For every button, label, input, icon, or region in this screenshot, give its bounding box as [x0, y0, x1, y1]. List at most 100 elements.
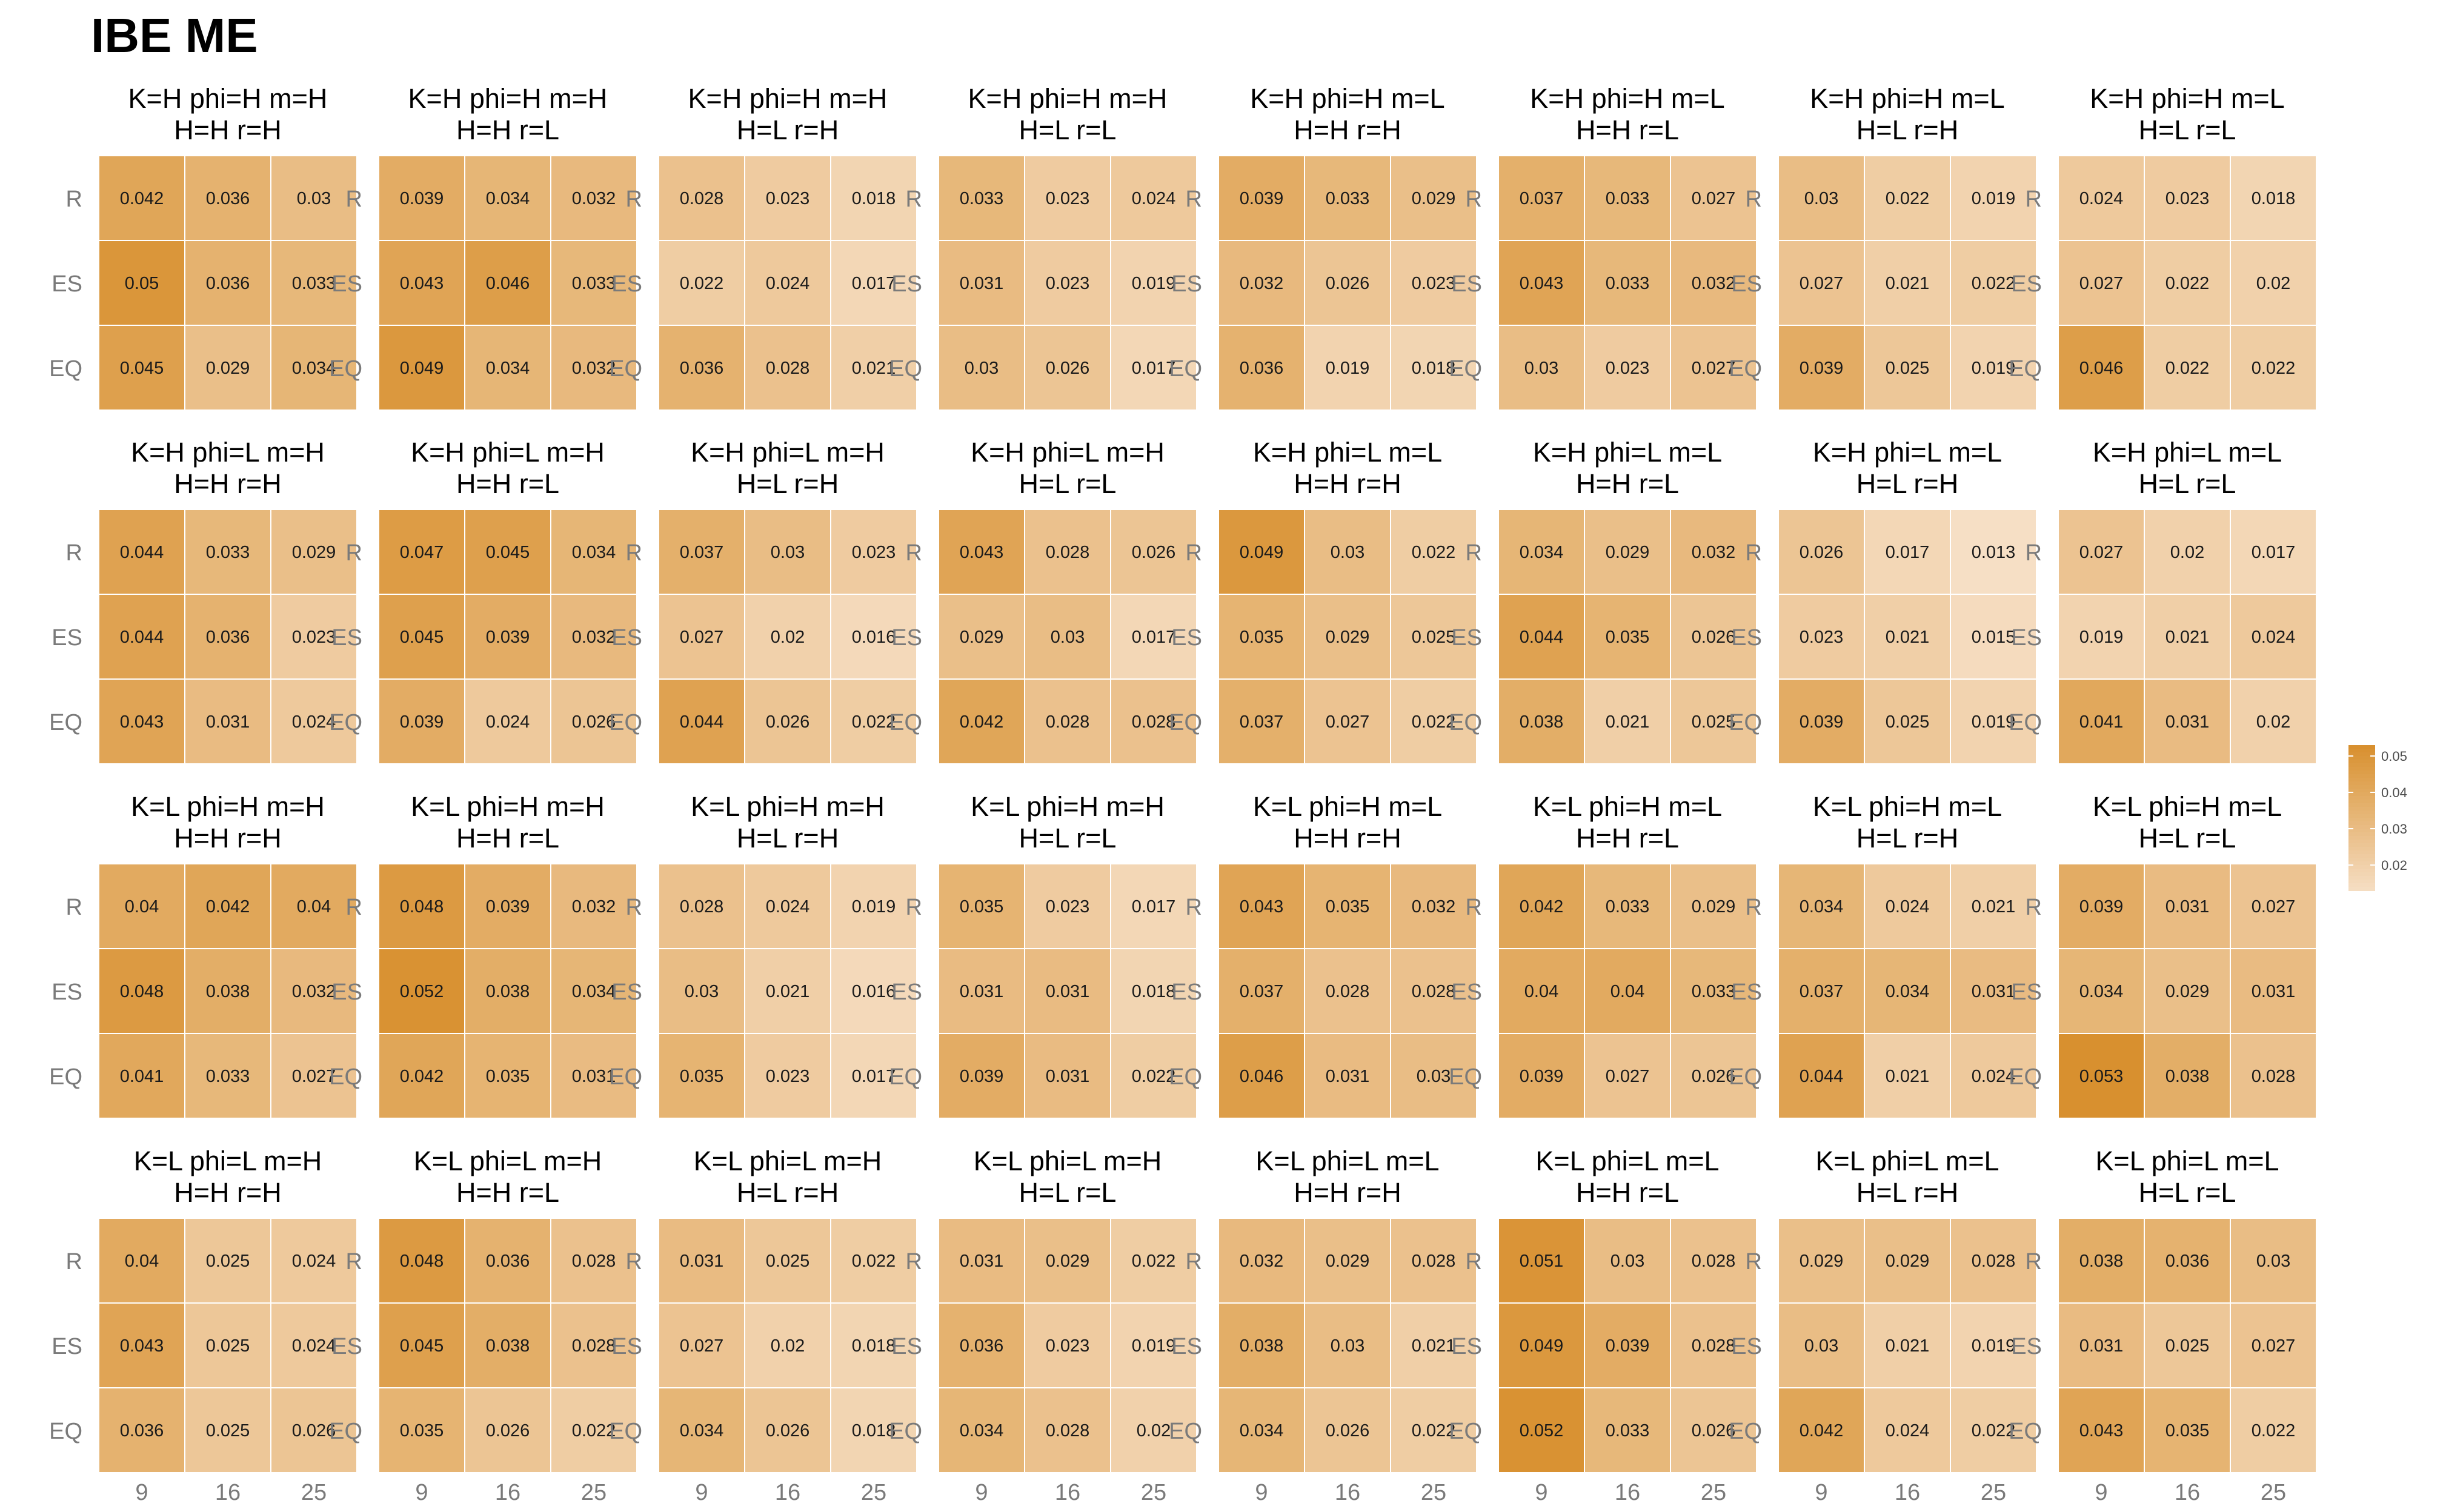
x-axis-tick-label: 16 [1055, 1480, 1080, 1505]
panel-title-line1: K=L phi=L m=H [414, 1146, 602, 1176]
heatmap-tile [551, 1219, 636, 1302]
heatmap-tile [939, 1219, 1024, 1302]
panel-title-line2: H=L r=H [1856, 823, 1958, 854]
tile-value-label: 0.03 [771, 543, 805, 562]
tile-value-label: 0.039 [1606, 1336, 1650, 1356]
panel-title-line2: H=H r=L [456, 823, 559, 854]
tile-value-label: 0.043 [1520, 274, 1564, 293]
y-axis-tick-label: R [626, 1249, 642, 1275]
heatmap-tile [465, 156, 550, 240]
tile-value-label: 0.033 [1606, 274, 1650, 293]
heatmap-tile [379, 326, 464, 409]
tile-value-label: 0.028 [1132, 712, 1176, 732]
tile-value-label: 0.038 [206, 982, 250, 1001]
legend-tick-label: 0.03 [2381, 821, 2407, 837]
tile-value-label: 0.027 [680, 628, 724, 647]
heatmap-panel: K=L phi=L m=HH=H r=L 0.048 0.036 0.028 0.045… [329, 1146, 636, 1505]
tile-value-label: 0.049 [400, 359, 444, 378]
panel-title-line1: K=L phi=L m=L [2095, 1146, 2279, 1176]
heatmap-tile [379, 1304, 464, 1387]
tile-value-label: 0.021 [1606, 712, 1650, 732]
tile-value-label: 0.022 [1972, 274, 2016, 293]
heatmap-tile [185, 241, 270, 325]
heatmap-tile [1305, 1304, 1390, 1387]
heatmap-tile [271, 949, 356, 1033]
heatmap-tile [2231, 949, 2316, 1033]
heatmap-tile [1391, 864, 1476, 948]
heatmap-tile [185, 1388, 270, 1472]
tile-value-label: 0.027 [680, 1336, 724, 1356]
y-axis-tick-label: EQ [1729, 1064, 1762, 1090]
heatmap-tile [1585, 241, 1670, 325]
heatmap-tile [1585, 1034, 1670, 1118]
heatmap-tile [185, 1034, 270, 1118]
tile-value-label: 0.044 [120, 628, 164, 647]
y-axis-tick-label: EQ [1449, 1064, 1482, 1090]
tile-value-label: 0.026 [1800, 543, 1844, 562]
panel-title-line1: K=L phi=L m=L [1255, 1146, 1439, 1176]
heatmap-panel: K=H phi=H m=HH=H r=L 0.039 0.034 0.032 0.043… [329, 83, 636, 409]
heatmap-tile [1499, 864, 1584, 948]
x-axis-tick-label: 25 [581, 1480, 607, 1505]
heatmap-tile [939, 949, 1024, 1033]
y-axis-tick-label: ES [331, 271, 362, 297]
heatmap-panel: K=L phi=H m=HH=L r=H 0.028 0.024 0.019 0.03 0… [609, 791, 916, 1118]
chart-title: IBE ME [91, 8, 258, 62]
heatmap-tile [379, 864, 464, 948]
tile-value-label: 0.031 [2079, 1336, 2124, 1356]
tile-value-label: 0.032 [1692, 274, 1736, 293]
heatmap-tile [271, 1304, 356, 1387]
heatmap-tile [1779, 1304, 1864, 1387]
tile-value-label: 0.022 [1132, 1252, 1176, 1271]
heatmap-tile [185, 156, 270, 240]
tile-value-label: 0.034 [960, 1421, 1004, 1441]
tile-value-label: 0.031 [1046, 982, 1090, 1001]
tile-value-label: 0.031 [206, 712, 250, 732]
heatmap-tile [745, 156, 830, 240]
heatmap-tile [1779, 864, 1864, 948]
y-axis-tick-label: EQ [889, 356, 922, 382]
tile-value-label: 0.034 [1520, 543, 1564, 562]
tile-value-label: 0.024 [292, 1252, 336, 1271]
y-axis-tick-label: R [2026, 895, 2042, 920]
tile-value-label: 0.02 [771, 1336, 805, 1356]
y-axis-tick-label: R [1466, 895, 1482, 920]
heatmap-tile [831, 1388, 916, 1472]
heatmap-tile [745, 326, 830, 409]
tile-value-label: 0.033 [1606, 189, 1650, 208]
tile-value-label: 0.028 [1046, 712, 1090, 732]
tile-value-label: 0.021 [766, 982, 810, 1001]
tile-value-label: 0.025 [1886, 712, 1930, 732]
heatmap-tile [659, 595, 744, 678]
legend-color-step [2348, 883, 2375, 887]
tile-value-label: 0.051 [1520, 1252, 1564, 1271]
heatmap-tile [1111, 326, 1196, 409]
heatmap-tile [465, 1388, 550, 1472]
heatmap-tile [1025, 510, 1110, 594]
y-axis-tick-label: ES [1171, 625, 1202, 651]
tile-value-label: 0.021 [1412, 1336, 1456, 1356]
heatmap-tile [99, 510, 184, 594]
heatmap-tile [1111, 1304, 1196, 1387]
tile-value-label: 0.018 [852, 189, 896, 208]
tile-value-label: 0.037 [1240, 982, 1284, 1001]
heatmap-tile [831, 864, 916, 948]
heatmap-tile [1671, 1219, 1756, 1302]
heatmap-tile [1779, 680, 1864, 763]
tile-value-label: 0.023 [1046, 189, 1090, 208]
heatmap-tile [2231, 1034, 2316, 1118]
tile-value-label: 0.022 [1972, 1421, 2016, 1441]
tile-value-label: 0.028 [1326, 982, 1370, 1001]
legend-color-step [2348, 785, 2375, 789]
heatmap-tile [1219, 326, 1304, 409]
tile-value-label: 0.024 [1886, 1421, 1930, 1441]
legend-color-step [2348, 760, 2375, 764]
heatmap-tile [99, 241, 184, 325]
heatmap-tile [1111, 595, 1196, 678]
heatmap-tile [745, 864, 830, 948]
heatmap-tile [1671, 1034, 1756, 1118]
heatmap-tile [1585, 510, 1670, 594]
heatmap-tile [1585, 680, 1670, 763]
heatmap-tile [551, 864, 636, 948]
heatmap-tile [745, 949, 830, 1033]
